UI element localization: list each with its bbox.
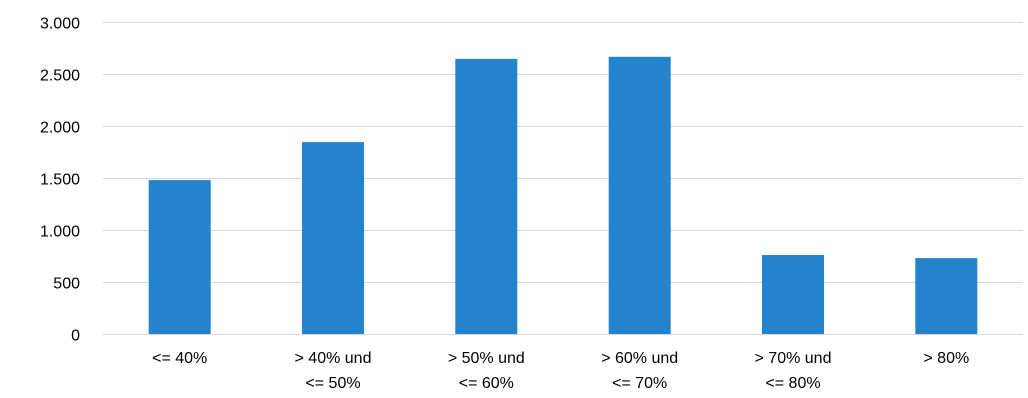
y-tick-label: 2.000 bbox=[40, 120, 80, 137]
x-tick-label: > 50% und <= 60% bbox=[448, 350, 525, 392]
y-tick-label: 500 bbox=[53, 276, 80, 293]
y-tick-label: 3.000 bbox=[40, 16, 80, 33]
y-tick-label: 2.500 bbox=[40, 68, 80, 85]
y-tick-label: 0 bbox=[71, 328, 80, 345]
x-tick-label: > 40% und <= 50% bbox=[295, 350, 372, 392]
x-tick-label: > 80% bbox=[923, 350, 969, 367]
bar bbox=[915, 258, 978, 334]
gridlines bbox=[103, 22, 1023, 335]
bar bbox=[148, 180, 211, 334]
bar bbox=[762, 255, 824, 334]
x-tick-label: > 60% und <= 70% bbox=[601, 350, 678, 392]
x-tick-label: <= 40% bbox=[152, 350, 207, 367]
bar bbox=[608, 56, 671, 335]
bar bbox=[455, 58, 518, 335]
y-tick-label: 1.500 bbox=[40, 172, 80, 189]
y-axis-tick-labels: 0 500 1.000 1.500 2.000 2.500 3.000 bbox=[40, 16, 80, 345]
x-axis-tick-labels: <= 40% > 40% und <= 50% > 50% und <= 60% > 60… bbox=[152, 350, 969, 392]
y-tick-label: 1.000 bbox=[40, 224, 80, 241]
x-tick-label: > 70% und <= 80% bbox=[755, 350, 832, 392]
bars bbox=[148, 56, 978, 335]
bar bbox=[302, 142, 364, 334]
